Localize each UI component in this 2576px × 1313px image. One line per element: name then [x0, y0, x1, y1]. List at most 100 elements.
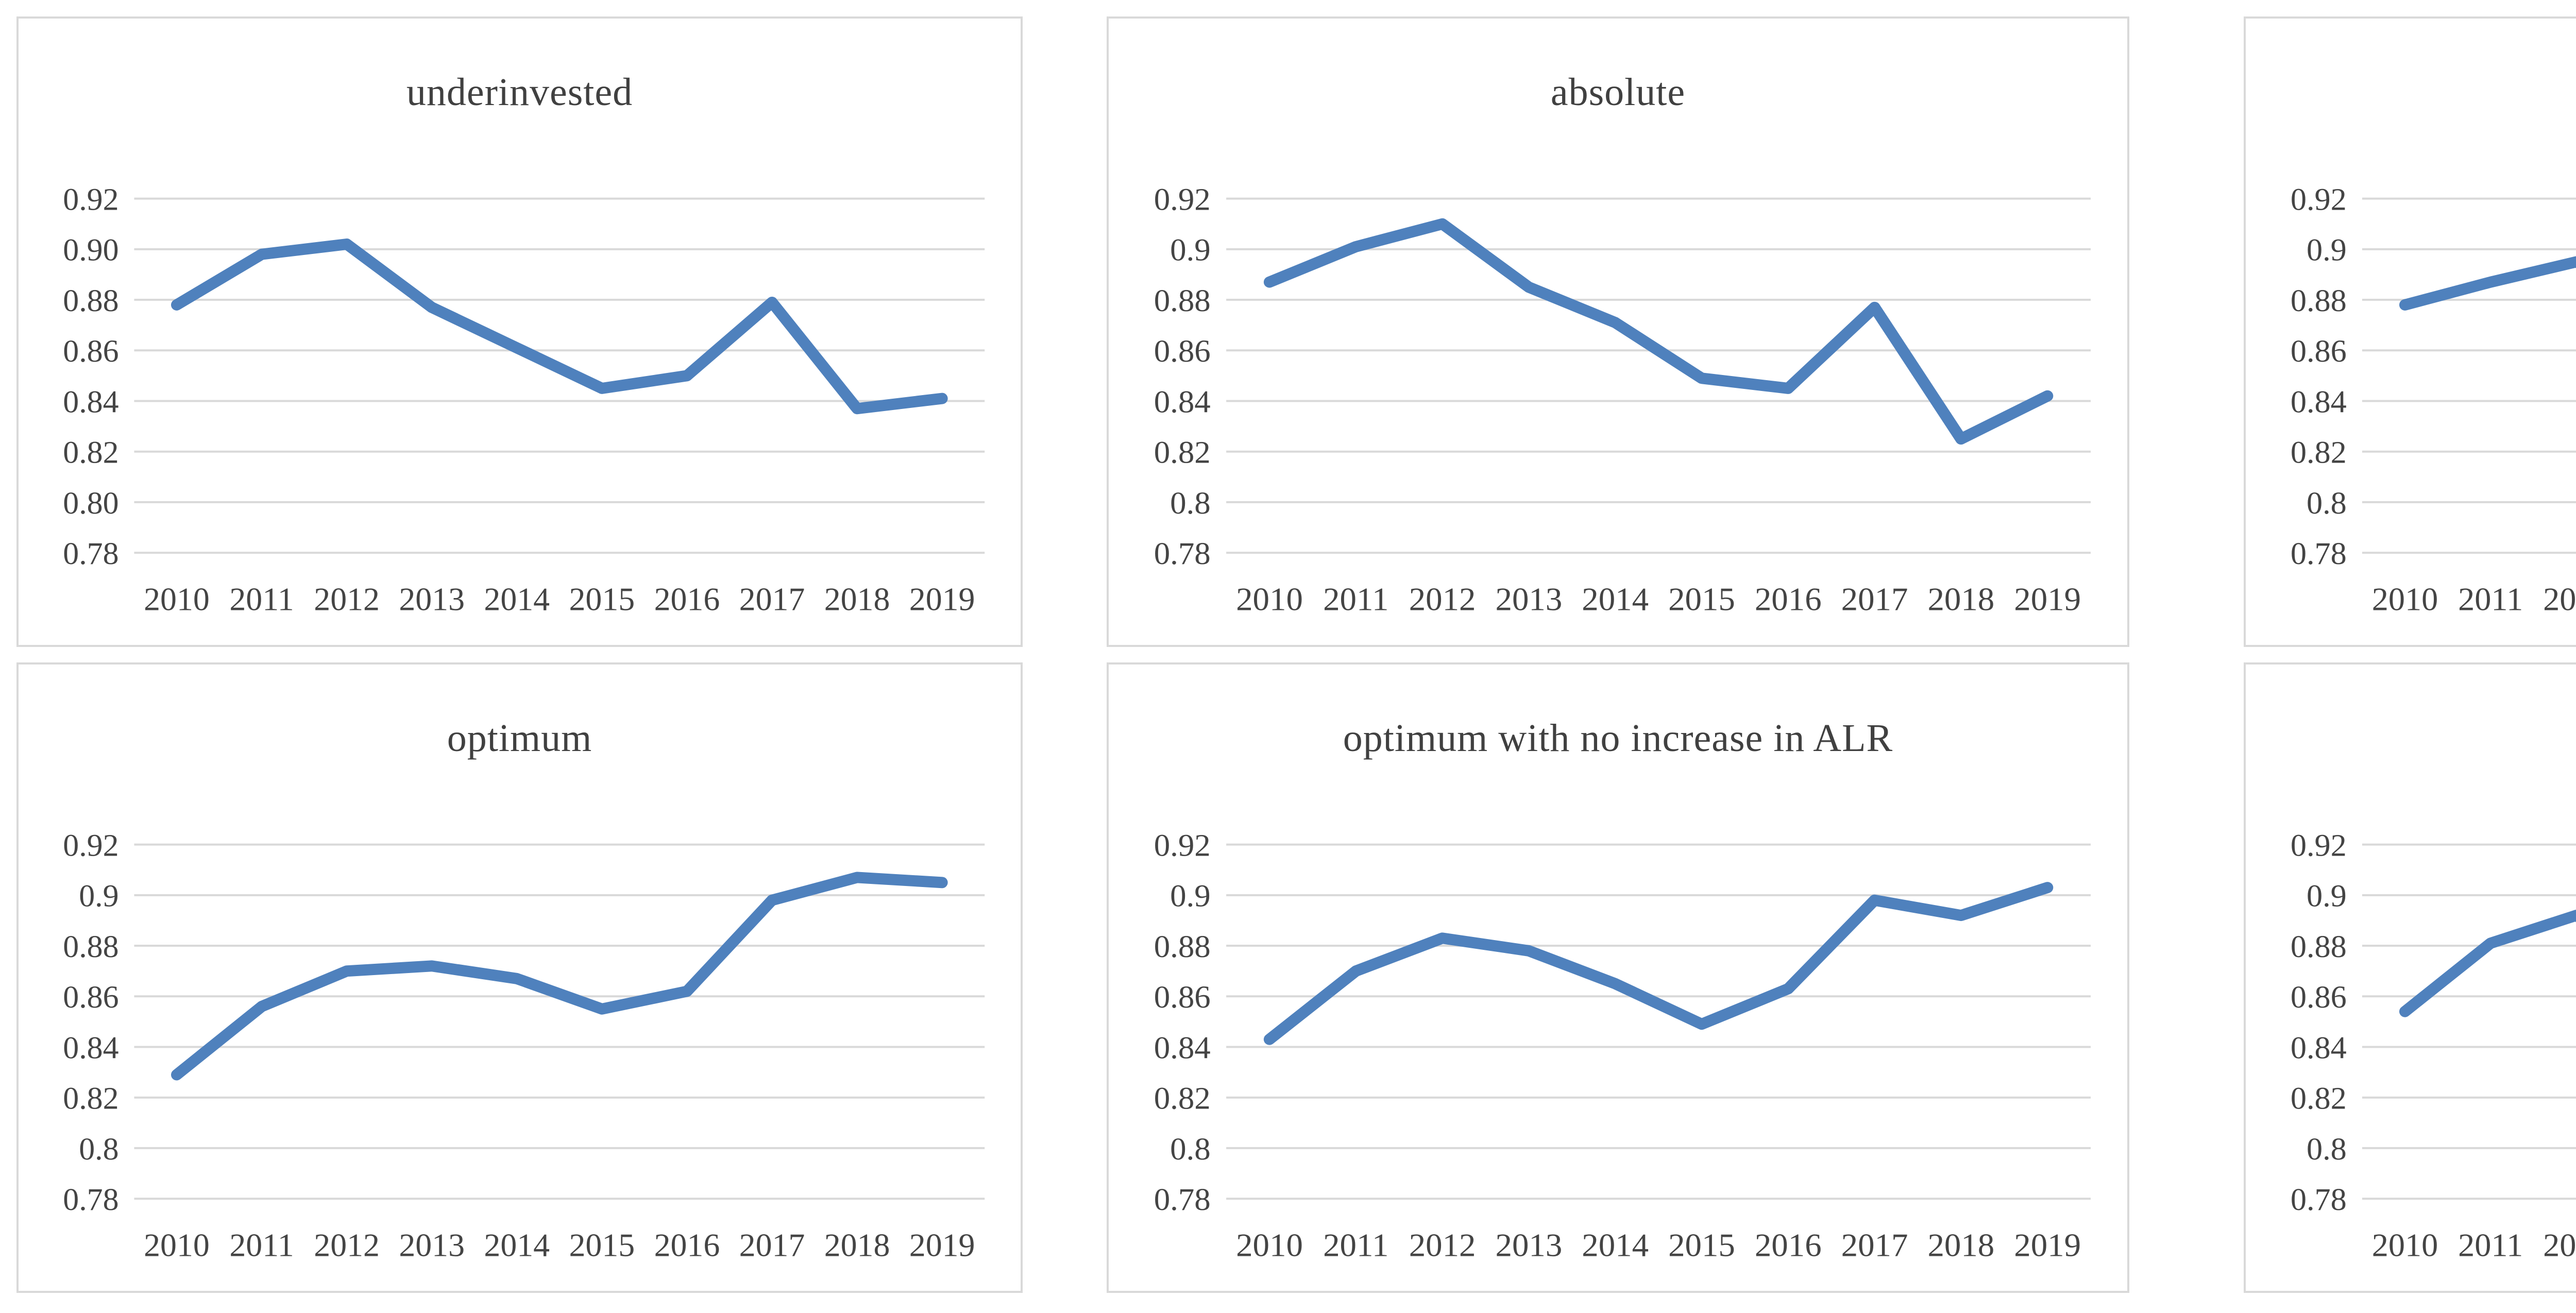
chart-title-optimum-no-alr-increase: optimum with no increase in ALR	[1343, 717, 1893, 760]
y-tick-label: 0.8	[79, 1131, 118, 1166]
y-tick-label: 0.78	[1154, 536, 1211, 571]
series-line	[2399, 255, 2576, 311]
y-tick-label: 0.78	[63, 536, 118, 571]
chart-panel-underinvested: underinvested 0.92 0.90 0.88 0.86 0.84 0.82 0.…	[16, 16, 1023, 647]
y-tick-label: 0.84	[1154, 1030, 1211, 1065]
figure-row-bottom: optimum 0.92 0.9 0.88 0.86 0.84 0.82 0.8 0.78 20…	[0, 647, 2576, 1293]
x-tick-label: 2018	[824, 581, 890, 617]
y-tick-label: 0.92	[63, 182, 118, 217]
y-tick-label: 0.88	[63, 929, 118, 964]
y-tick-label: 0.90	[63, 232, 118, 267]
x-tick-label: 2014	[484, 581, 550, 617]
line-chart-relative: 0.92 0.9 0.88 0.86 0.84 0.82 0.8 0.78 2010 2011 20…	[2291, 182, 2576, 617]
y-tick-label: 0.92	[1154, 182, 1211, 217]
chart-title-optimum: optimum	[447, 717, 592, 760]
x-tick-label: 2018	[824, 1226, 890, 1263]
line-chart-optimum: 0.92 0.9 0.88 0.86 0.84 0.82 0.8 0.78 2010 2011 20…	[63, 828, 985, 1263]
y-tick-label: 0.82	[2291, 1081, 2347, 1116]
x-tick-label: 2017	[1841, 581, 1908, 617]
x-tick-label: 2010	[144, 581, 210, 617]
x-tick-label: 2017	[739, 1226, 805, 1263]
x-tick-label: 2012	[314, 1226, 380, 1263]
chart-panel-absolute: absolute 0.92 0.9 0.88 0.86 0.84 0.82 0.8 0.78 2…	[1107, 16, 2129, 647]
series-line	[2399, 909, 2576, 1017]
x-tick-label: 2015	[1668, 581, 1735, 617]
y-tick-label: 0.84	[63, 384, 118, 419]
x-tick-label: 2011	[229, 581, 294, 617]
x-tick-label: 2010	[144, 1226, 210, 1263]
x-tick-label: 2012	[1409, 1227, 1476, 1263]
y-tick-label: 0.88	[63, 283, 118, 318]
y-tick-label: 0.84	[2291, 384, 2347, 419]
y-tick-label: 0.84	[1154, 384, 1211, 419]
x-tick-label: 2019	[909, 581, 975, 617]
x-tick-label: 2019	[2014, 1227, 2081, 1263]
x-tick-label: 2015	[1668, 1227, 1735, 1263]
x-tick-label: 2017	[1841, 1227, 1908, 1263]
y-tick-label: 0.84	[63, 1030, 118, 1065]
x-tick-label: 2010	[1236, 581, 1303, 617]
x-tick-label: 2014	[1582, 581, 1649, 617]
x-tick-label: 2011	[2458, 1226, 2523, 1263]
x-tick-label: 2016	[654, 1226, 720, 1263]
x-tick-label: 2018	[1927, 1227, 1994, 1263]
x-tick-label: 2013	[1496, 1227, 1563, 1263]
x-tick-label: 2011	[1323, 581, 1388, 617]
line-chart-other: 0.92 0.9 0.88 0.86 0.84 0.82 0.8 0.78 2010 2011 20…	[2291, 828, 2576, 1263]
series-line	[1263, 881, 2054, 1045]
x-tick-label: 2015	[569, 581, 635, 617]
y-tick-label: 0.82	[1154, 1081, 1211, 1116]
y-tick-label: 0.86	[2291, 334, 2347, 369]
line-chart-underinvested: 0.92 0.90 0.88 0.86 0.84 0.82 0.80 0.78 2010 2011…	[63, 182, 985, 617]
x-tick-label: 2012	[314, 581, 380, 617]
y-tick-label: 0.78	[2291, 536, 2347, 571]
x-tick-label: 2010	[1236, 1227, 1303, 1263]
x-tick-label: 2016	[1755, 581, 1822, 617]
chart-title-absolute: absolute	[1550, 71, 1686, 114]
y-tick-label: 0.9	[79, 878, 118, 913]
x-tick-label: 2011	[1323, 1227, 1388, 1263]
x-tick-label: 2015	[569, 1226, 635, 1263]
x-tick-label: 2019	[2014, 581, 2081, 617]
x-tick-label: 2013	[1496, 581, 1563, 617]
y-tick-label: 0.86	[63, 980, 118, 1015]
y-tick-label: 0.82	[2291, 435, 2347, 470]
y-tick-label: 0.78	[1154, 1182, 1211, 1217]
y-tick-label: 0.78	[63, 1182, 118, 1217]
x-tick-label: 2010	[2372, 581, 2438, 617]
x-tick-label: 2018	[1927, 581, 1994, 617]
chart-title-underinvested: underinvested	[406, 71, 633, 114]
y-tick-label: 0.8	[1170, 1131, 1211, 1166]
y-tick-label: 0.9	[2307, 878, 2347, 913]
chart-title-other: other	[2246, 664, 2576, 788]
chart-panel-optimum: optimum 0.92 0.9 0.88 0.86 0.84 0.82 0.8 0.78 20…	[16, 662, 1023, 1293]
series-line	[1263, 218, 2054, 445]
series-line	[171, 238, 948, 414]
y-tick-label: 0.84	[2291, 1030, 2347, 1065]
y-tick-label: 0.88	[2291, 929, 2347, 964]
x-tick-label: 2017	[739, 581, 805, 617]
x-tick-label: 2014	[484, 1226, 550, 1263]
y-tick-label: 0.88	[1154, 283, 1211, 318]
chart-panel-relative: relative 0.92 0.9 0.88 0.86 0.84 0.82 0.8 0.78 2…	[2244, 16, 2576, 647]
y-tick-label: 0.86	[2291, 980, 2347, 1015]
y-tick-label: 0.88	[1154, 929, 1211, 964]
y-tick-label: 0.86	[1154, 333, 1211, 368]
x-tick-label: 2011	[2458, 581, 2523, 617]
y-tick-label: 0.88	[2291, 283, 2347, 318]
y-tick-label: 0.9	[2307, 232, 2347, 267]
y-tick-label: 0.9	[1170, 232, 1211, 267]
x-tick-label: 2012	[2543, 581, 2576, 617]
y-tick-label: 0.8	[2307, 486, 2347, 521]
x-tick-label: 2012	[1409, 581, 1476, 617]
line-chart-absolute: 0.92 0.9 0.88 0.86 0.84 0.82 0.8 0.78 2010 2011 20…	[1154, 182, 2091, 617]
x-tick-label: 2013	[399, 1226, 465, 1263]
y-tick-label: 0.9	[1170, 878, 1211, 913]
y-tick-label: 0.92	[2291, 182, 2347, 217]
x-tick-label: 2014	[1582, 1227, 1649, 1263]
chart-panel-other: other 0.92 0.9 0.88 0.86 0.84 0.82 0.8 0.78 2010…	[2244, 662, 2576, 1293]
chart-panel-optimum-no-alr-increase: optimum with no increase in ALR 0.92 0.9 0…	[1107, 662, 2129, 1293]
x-tick-label: 2012	[2543, 1226, 2576, 1263]
y-tick-label: 0.8	[2307, 1132, 2347, 1167]
